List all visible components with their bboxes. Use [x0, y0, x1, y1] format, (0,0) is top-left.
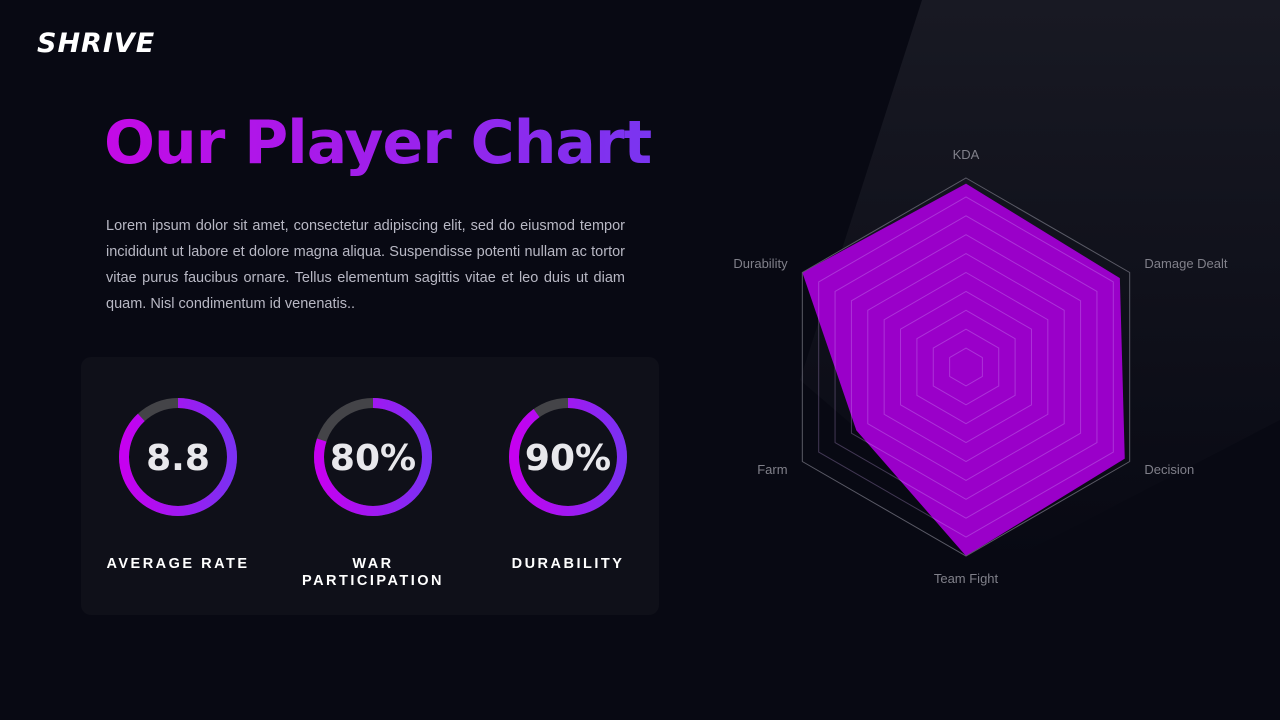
gauge-value: 90% — [525, 438, 611, 479]
grid-ring — [801, 177, 1131, 557]
brand: SHRIVE — [37, 28, 156, 59]
gauge-value: 8.8 — [146, 438, 210, 479]
grid-ring — [883, 271, 1049, 463]
gauge-label: AVERAGE RATE — [106, 556, 250, 572]
gauge-value: 80% — [330, 438, 416, 479]
gauge-label: DURABILITY — [511, 556, 625, 572]
grid-ring — [932, 328, 1000, 406]
axis-label: Farm — [757, 462, 787, 477]
axis-label: KDA — [953, 147, 980, 162]
axis-label: Team Fight — [934, 571, 999, 586]
gauge-label: WAR PARTICIPATION — [301, 556, 445, 589]
axis-label: Damage Dealt — [1144, 256, 1227, 271]
grid-ring — [916, 309, 1016, 425]
grid-ring — [867, 253, 1065, 481]
grid-ring — [850, 234, 1082, 500]
grid-ring — [949, 347, 983, 387]
axis-label: Decision — [1144, 462, 1194, 477]
title: Our Player Chart — [104, 108, 652, 178]
grid-ring — [818, 196, 1114, 538]
grid-ring — [900, 290, 1032, 444]
gauge-arc — [509, 398, 627, 516]
gauge-arc — [314, 398, 432, 516]
body-text: Lorem ipsum dolor sit amet, consectetur … — [106, 218, 625, 312]
axis-label: Durability — [733, 256, 788, 271]
radar-area — [802, 183, 1125, 557]
gauge-arc — [119, 398, 237, 516]
grid-ring — [834, 215, 1098, 519]
